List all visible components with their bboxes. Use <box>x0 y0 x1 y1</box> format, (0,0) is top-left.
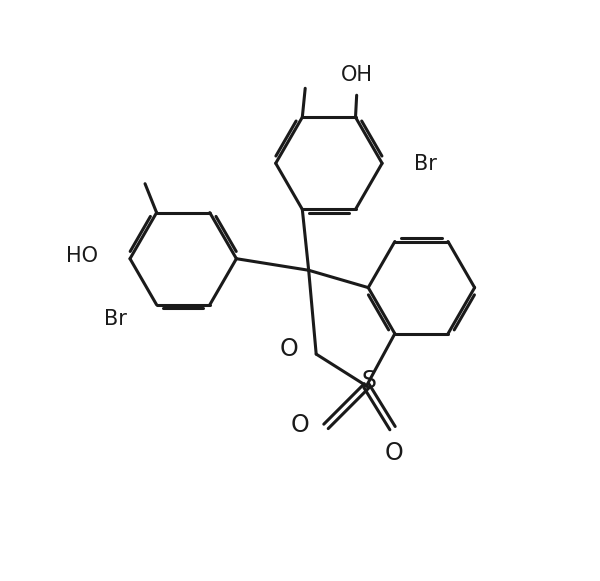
Text: HO: HO <box>66 246 98 266</box>
Text: O: O <box>280 338 299 361</box>
Text: S: S <box>362 370 377 393</box>
Text: Br: Br <box>104 309 127 329</box>
Text: O: O <box>384 441 403 465</box>
Text: O: O <box>291 413 310 437</box>
Text: Br: Br <box>414 155 437 174</box>
Text: OH: OH <box>341 65 373 85</box>
